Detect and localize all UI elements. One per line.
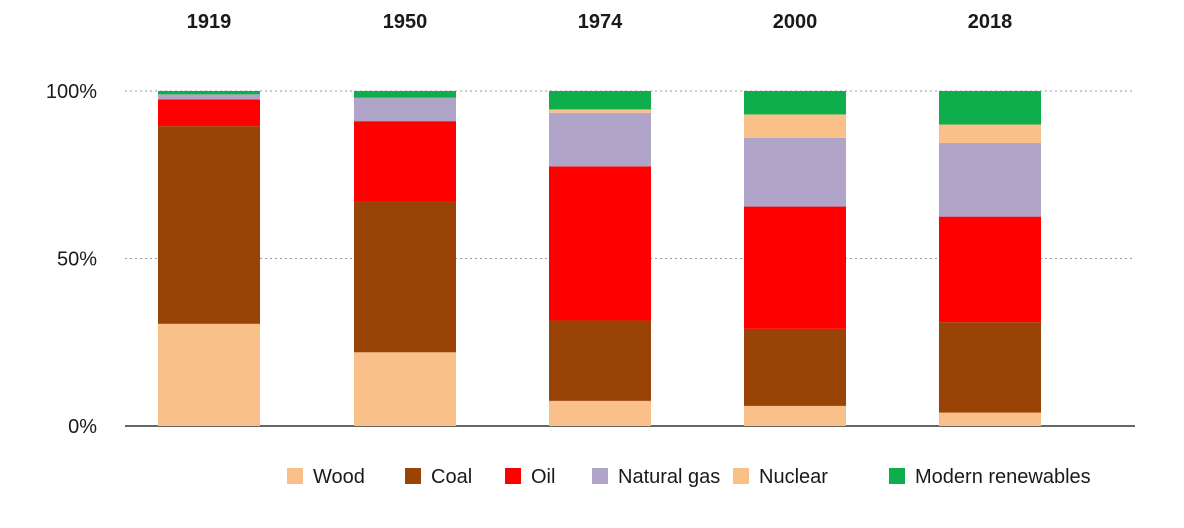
bar-segment-natural-gas-1974	[549, 112, 651, 167]
category-label-1974: 1974	[578, 11, 623, 33]
bar-segment-oil-2000	[744, 206, 846, 329]
legend-label-coal: Coal	[431, 466, 472, 488]
category-label-2018: 2018	[968, 11, 1013, 33]
legend-swatch-modern-renewables	[889, 468, 905, 484]
legend-label-wood: Wood	[313, 466, 365, 488]
bar-segment-oil-1974	[549, 166, 651, 321]
legend-item-natural-gas: Natural gas	[592, 466, 720, 488]
legend-item-coal: Coal	[405, 466, 472, 488]
legend-item-wood: Wood	[287, 466, 365, 488]
bar-segment-oil-1919	[158, 99, 260, 127]
category-labels: 1919 1950 1974 2000 2018	[187, 11, 1013, 33]
y-tick-label: 50%	[57, 249, 97, 271]
legend-swatch-natural-gas	[592, 468, 608, 484]
category-label-1950: 1950	[383, 11, 428, 33]
bar-segment-wood-2000	[744, 405, 846, 426]
bar-segment-coal-1919	[158, 126, 260, 324]
bar-segment-natural-gas-1950	[354, 97, 456, 122]
legend-label-nuclear: Nuclear	[759, 466, 828, 488]
y-axis-ticks: 0% 50% 100%	[46, 81, 97, 438]
bar-segment-modern-renewables-1919	[158, 91, 260, 95]
legend-item-oil: Oil	[505, 466, 555, 488]
bar-segment-coal-1974	[549, 320, 651, 401]
bar-segment-wood-1950	[354, 352, 456, 426]
bar-segment-nuclear-2000	[744, 114, 846, 138]
bar-stack-1974	[549, 91, 651, 426]
bar-segment-wood-1919	[158, 323, 260, 426]
legend-swatch-coal	[405, 468, 421, 484]
bars	[158, 91, 1041, 426]
legend-swatch-wood	[287, 468, 303, 484]
legend-label-modern-renewables: Modern renewables	[915, 466, 1091, 488]
legend-item-nuclear: Nuclear	[733, 466, 828, 488]
legend: Wood Coal Oil Natural gas Nuclear Modern rene…	[287, 466, 1091, 488]
legend-swatch-nuclear	[733, 468, 749, 484]
bar-segment-oil-1950	[354, 121, 456, 202]
bar-segment-nuclear-1974	[549, 109, 651, 113]
bar-segment-modern-renewables-1974	[549, 91, 651, 110]
bar-segment-modern-renewables-2000	[744, 91, 846, 115]
bar-segment-nuclear-2018	[939, 124, 1041, 143]
bar-segment-modern-renewables-2018	[939, 91, 1041, 125]
legend-label-oil: Oil	[531, 466, 555, 488]
bar-segment-wood-2018	[939, 412, 1041, 426]
legend-item-modern-renewables: Modern renewables	[889, 466, 1091, 488]
bar-segment-coal-1950	[354, 201, 456, 353]
bar-stack-1919	[158, 91, 260, 426]
bar-segment-modern-renewables-1950	[354, 91, 456, 98]
bar-segment-wood-1974	[549, 400, 651, 426]
bar-segment-natural-gas-1919	[158, 94, 260, 100]
legend-swatch-oil	[505, 468, 521, 484]
bar-stack-2018	[939, 91, 1041, 426]
bar-stack-1950	[354, 91, 456, 426]
category-label-1919: 1919	[187, 11, 232, 33]
category-label-2000: 2000	[773, 11, 818, 33]
bar-segment-coal-2018	[939, 322, 1041, 413]
y-tick-label: 0%	[68, 416, 97, 438]
y-tick-label: 100%	[46, 81, 97, 103]
bar-segment-coal-2000	[744, 328, 846, 406]
bar-segment-natural-gas-2000	[744, 137, 846, 207]
bar-stack-2000	[744, 91, 846, 426]
bar-segment-oil-2018	[939, 216, 1041, 323]
bar-segment-natural-gas-2018	[939, 142, 1041, 217]
legend-label-natural-gas: Natural gas	[618, 466, 720, 488]
